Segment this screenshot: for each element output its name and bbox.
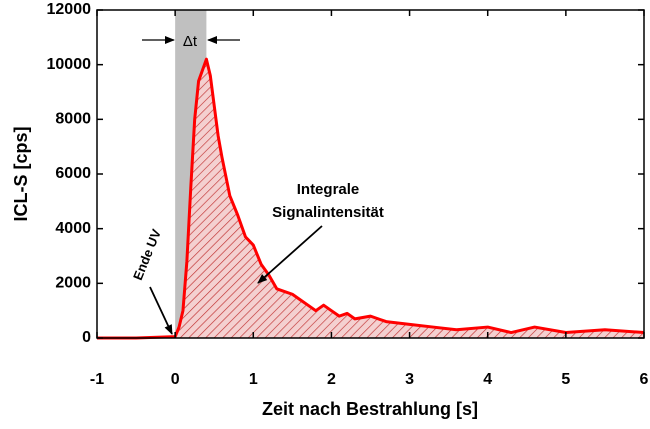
x-tick-label: 2 xyxy=(327,371,336,388)
x-tick-label: 4 xyxy=(483,371,492,388)
integral-area xyxy=(97,59,644,338)
x-tick-label: 3 xyxy=(405,371,414,388)
integral-arrow xyxy=(257,225,323,284)
x-tick-label: 1 xyxy=(249,371,258,388)
y-tick-label: 12000 xyxy=(47,1,92,18)
y-tick-label: 0 xyxy=(82,329,91,346)
plot-area xyxy=(96,9,645,340)
y-axis-label: ICL-S [cps] xyxy=(11,126,31,221)
y-tick-label: 6000 xyxy=(55,165,91,182)
integral-label: Integrale xyxy=(297,181,360,198)
y-tick-label: 8000 xyxy=(55,111,91,128)
x-tick-label: 6 xyxy=(640,371,649,388)
y-tick-label: 10000 xyxy=(47,56,92,73)
y-tick-label: 4000 xyxy=(55,220,91,237)
y-tick-label: 2000 xyxy=(55,275,91,292)
delta-t-label: Δt xyxy=(183,33,198,50)
end-uv-label: Ende UV xyxy=(130,227,164,282)
integral-label: Signalintensität xyxy=(272,204,384,221)
x-axis-label: Zeit nach Bestrahlung [s] xyxy=(262,399,478,419)
x-tick-label: -1 xyxy=(90,371,104,388)
x-tick-label: 5 xyxy=(561,371,570,388)
x-tick-label: 0 xyxy=(171,371,180,388)
signal-line xyxy=(97,57,645,340)
end-uv-arrow xyxy=(149,286,173,335)
